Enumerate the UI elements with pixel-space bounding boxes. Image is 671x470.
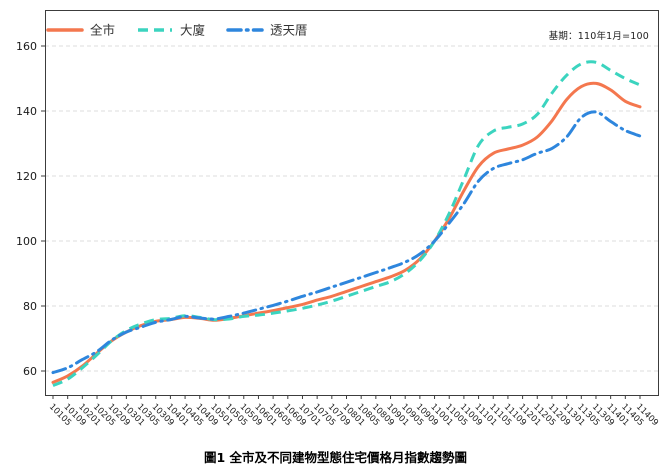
legend-label-building: 大廈 [180,23,205,38]
series-townhouse-line [51,110,642,375]
series-lines [51,60,642,387]
x-axis: 1010510109102011020510209103011030510309… [47,395,660,428]
base-period-note: 基期：110年1月=100 [548,31,649,42]
series-citywide-line [51,81,642,384]
figure-title: 圖1 全市及不同建物型態住宅價格月指數趨勢圖 [203,450,468,465]
legend-label-citywide: 全市 [90,23,115,38]
y-axis: 60 80 100 120 140 160 [16,40,45,378]
plot-border [45,10,659,396]
y-tick-label: 140 [16,105,37,118]
plot-canvas: 60 80 100 120 140 160 10105 10109 10201 10205 1020… [16,10,660,428]
series-building-line [52,60,641,387]
y-tick-label: 100 [16,235,37,248]
y-tick-label: 160 [16,40,37,53]
legend-label-townhouse: 透天厝 [270,23,308,38]
gridlines [45,45,658,372]
legend: 全市 大廈 透天厝 [46,23,308,38]
y-tick-label: 120 [16,170,37,183]
y-tick-label: 80 [23,300,37,313]
y-tick-label: 60 [23,365,37,378]
price-index-trend-chart: 60 80 100 120 140 160 101051010910201102051020… [16,10,660,428]
